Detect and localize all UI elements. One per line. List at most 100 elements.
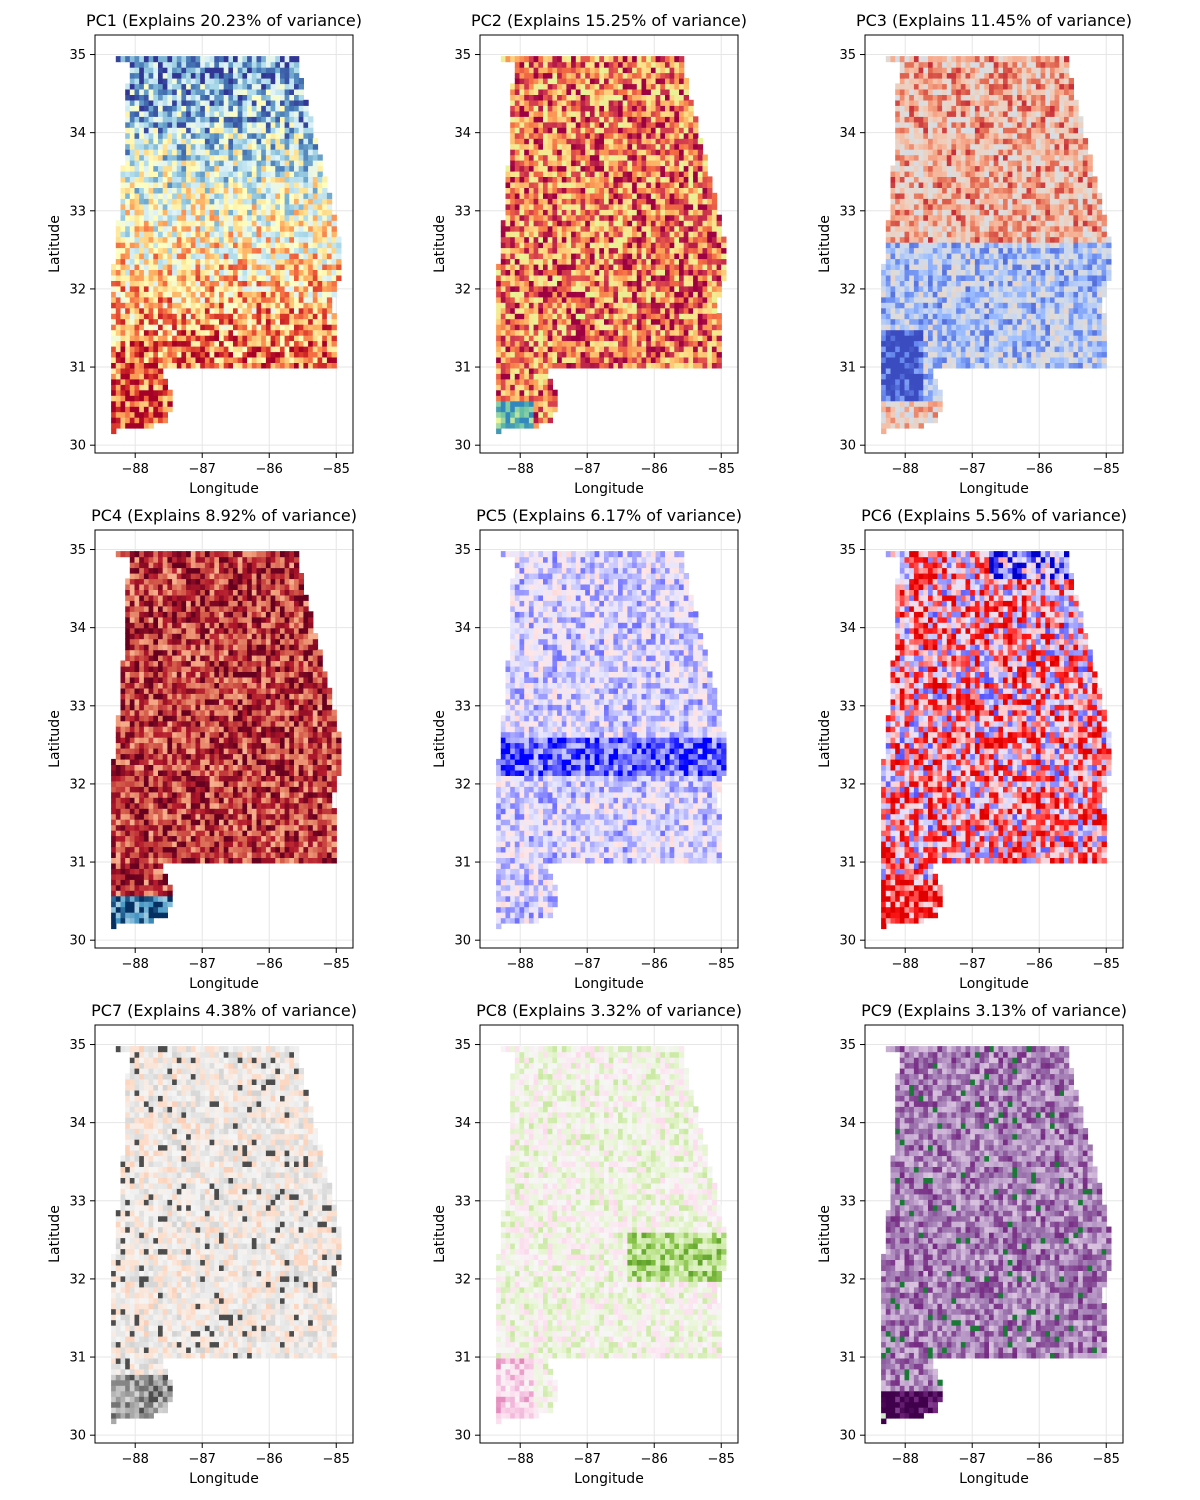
- raster-cell: [594, 242, 600, 249]
- raster-cell: [589, 78, 596, 85]
- raster-cell: [172, 203, 178, 210]
- raster-cell: [153, 143, 159, 150]
- raster-cell: [298, 335, 304, 342]
- raster-cell: [256, 160, 262, 167]
- raster-cell: [228, 181, 234, 188]
- raster-cell: [312, 176, 319, 183]
- raster-cell: [627, 132, 633, 139]
- raster-cell: [195, 78, 201, 85]
- raster-cell: [561, 181, 568, 188]
- raster-cell: [608, 116, 614, 123]
- raster-cell: [153, 362, 159, 369]
- raster-cell: [284, 351, 290, 358]
- raster-cell: [308, 143, 314, 150]
- raster-cell: [561, 203, 568, 210]
- raster-cell: [660, 225, 666, 232]
- raster-cell: [505, 378, 511, 385]
- raster-cell: [575, 181, 582, 188]
- raster-cell: [134, 225, 140, 232]
- raster-cell: [528, 285, 535, 292]
- raster-cell: [172, 160, 178, 167]
- raster-cell: [172, 127, 178, 134]
- raster-cell: [270, 220, 276, 227]
- raster-cell: [158, 302, 164, 309]
- raster-cell: [280, 132, 286, 139]
- raster-cell: [204, 110, 211, 117]
- raster-cell: [308, 181, 314, 188]
- raster-cell: [566, 340, 572, 347]
- raster-cell: [322, 181, 328, 188]
- raster-cell: [242, 170, 248, 177]
- raster-cell: [195, 181, 201, 188]
- raster-cell: [496, 417, 502, 424]
- raster-cell: [317, 302, 323, 309]
- raster-cell: [214, 225, 220, 232]
- raster-cell: [284, 165, 290, 172]
- raster-cell: [228, 269, 234, 276]
- raster-cell: [190, 121, 197, 128]
- raster-cell: [134, 160, 140, 167]
- raster-cell: [247, 313, 253, 320]
- raster-cell: [237, 198, 243, 205]
- raster-cell: [585, 225, 591, 232]
- raster-cell: [143, 378, 150, 385]
- raster-cell: [134, 220, 140, 227]
- raster-cell: [599, 236, 605, 243]
- raster-cell: [679, 220, 685, 227]
- raster-cell: [176, 263, 183, 270]
- raster-cell: [538, 384, 544, 391]
- raster-cell: [538, 274, 544, 281]
- raster-cell: [242, 236, 248, 243]
- raster-cell: [261, 94, 267, 101]
- raster-cell: [322, 329, 328, 336]
- raster-cell: [209, 170, 215, 177]
- raster-cell: [125, 231, 131, 238]
- raster-cell: [190, 236, 197, 243]
- raster-cell: [589, 340, 596, 347]
- raster-cell: [665, 356, 671, 363]
- raster-cell: [256, 88, 262, 95]
- raster-cell: [585, 220, 591, 227]
- raster-cell: [636, 356, 643, 363]
- raster-cell: [233, 335, 239, 342]
- raster-cell: [679, 313, 685, 320]
- raster-cell: [636, 214, 643, 221]
- raster-cell: [158, 83, 164, 90]
- raster-cell: [204, 88, 211, 95]
- raster-cell: [223, 138, 229, 145]
- raster-cell: [176, 318, 183, 325]
- raster-cell: [613, 236, 619, 243]
- raster-cell: [294, 291, 300, 298]
- raster-cell: [308, 269, 314, 276]
- raster-cell: [557, 198, 563, 205]
- raster-cell: [608, 78, 614, 85]
- raster-cell: [143, 105, 150, 112]
- raster-cell: [665, 110, 671, 117]
- raster-cell: [533, 242, 539, 249]
- raster-cell: [256, 313, 262, 320]
- raster-cell: [214, 291, 220, 298]
- raster-cell: [219, 149, 225, 156]
- raster-cell: [195, 236, 201, 243]
- raster-cell: [120, 198, 126, 205]
- raster-cell: [622, 236, 628, 243]
- raster-cell: [317, 181, 323, 188]
- raster-cell: [247, 105, 253, 112]
- raster-cell: [251, 231, 258, 238]
- raster-cell: [270, 313, 276, 320]
- raster-cell: [162, 116, 168, 123]
- raster-cell: [594, 351, 600, 358]
- raster-cell: [585, 127, 591, 134]
- raster-cell: [514, 406, 521, 413]
- raster-cell: [125, 116, 131, 123]
- raster-cell: [646, 280, 652, 287]
- raster-cell: [618, 105, 624, 112]
- raster-cell: [331, 214, 337, 221]
- raster-cell: [251, 346, 258, 353]
- raster-cell: [111, 335, 117, 342]
- raster-cell: [139, 291, 145, 298]
- raster-cell: [650, 203, 657, 210]
- raster-cell: [153, 351, 159, 358]
- raster-cell: [251, 181, 258, 188]
- raster-cell: [209, 94, 215, 101]
